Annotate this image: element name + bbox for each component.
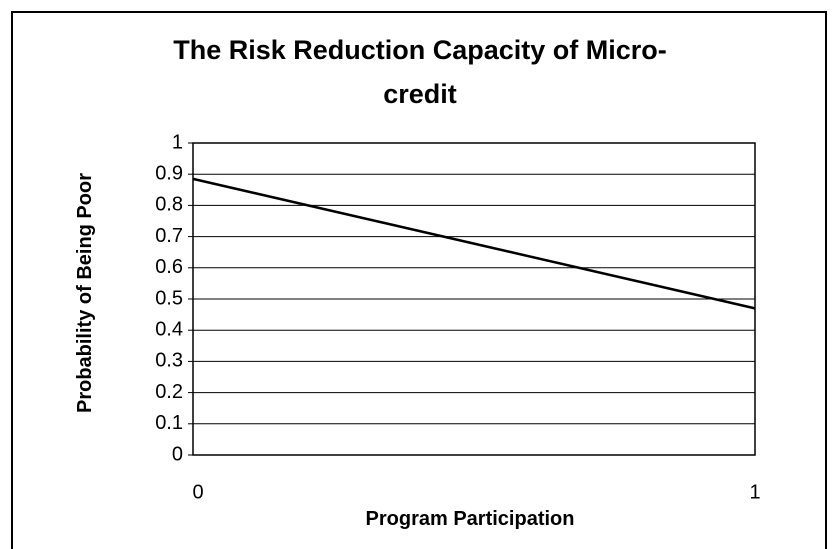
x-tick-label: 0 bbox=[192, 481, 203, 503]
data-line bbox=[192, 177, 756, 310]
y-tick-label: 1 bbox=[172, 131, 183, 153]
x-tick-label: 1 bbox=[749, 481, 760, 503]
y-tick-label: 0 bbox=[172, 443, 183, 465]
y-tick-label: 0.1 bbox=[155, 412, 183, 434]
y-tick-label: 0.2 bbox=[155, 381, 183, 403]
y-tick-label: 0.4 bbox=[155, 318, 183, 340]
y-tick-label: 0.8 bbox=[155, 194, 183, 216]
y-tick-label: 0.3 bbox=[155, 350, 183, 372]
chart-title: The Risk Reduction Capacity of Micro-cre… bbox=[173, 35, 667, 109]
outer-border bbox=[11, 11, 827, 549]
y-tick-label: 0.6 bbox=[155, 256, 183, 278]
plot-border bbox=[192, 142, 756, 456]
y-axis-label: Probability of Being Poor bbox=[74, 173, 96, 414]
y-tick-label: 0.7 bbox=[155, 225, 183, 247]
y-tick-label: 0.5 bbox=[155, 287, 183, 309]
x-axis-label: Program Participation bbox=[365, 508, 575, 530]
y-tick-label: 0.9 bbox=[155, 162, 183, 184]
